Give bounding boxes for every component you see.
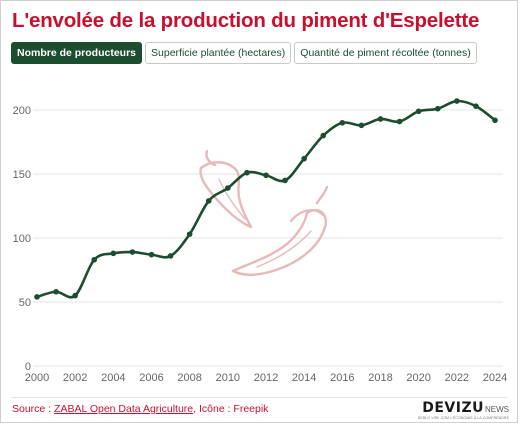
source-note: Source : ZABAL Open Data Agriculture, Ic… (12, 403, 268, 415)
data-point (205, 198, 212, 204)
chart-title: L'envolée de la production du piment d'E… (12, 9, 480, 32)
x-tick-label: 2016 (330, 372, 354, 384)
devizu-logo: DEVIZUNEWS DEBLO VIRII COM L'ÉCONOMIE À … (418, 399, 509, 420)
source-link[interactable]: ZABAL Open Data Agriculture (54, 403, 194, 415)
logo-tagline: DEBLO VIRII COM L'ÉCONOMIE À LA COMPREND… (417, 416, 509, 420)
y-tick-label: 200 (13, 105, 31, 117)
tab-superficie-plantee[interactable]: Superficie plantée (hectares) (145, 42, 292, 64)
x-tick-label: 2002 (63, 372, 87, 384)
source-suffix: , Icône : Freepik (193, 403, 269, 415)
x-tick-label: 2000 (25, 372, 49, 384)
data-point (263, 172, 269, 179)
data-point (244, 169, 250, 176)
footer-divider (11, 397, 507, 398)
data-point (282, 177, 288, 184)
data-point (473, 103, 479, 109)
data-point (396, 118, 403, 125)
x-tick-label: 2012 (254, 372, 278, 384)
x-tick-label: 2022 (445, 372, 469, 384)
series-line (36, 99, 496, 299)
data-point (110, 250, 117, 257)
data-point (415, 108, 422, 115)
data-point (167, 253, 174, 259)
y-tick-label: 50 (19, 297, 31, 309)
axis-layer: 0 50 100 150 200 2000 2002 2004 2006 2008 2010 2012… (13, 105, 508, 384)
chili-pepper-icon (199, 149, 329, 276)
y-tick-label: 0 (25, 361, 31, 373)
y-tick-label: 150 (13, 169, 31, 181)
data-point (53, 288, 59, 295)
data-point (301, 155, 307, 162)
source-prefix: Source : (12, 403, 55, 415)
grid-layer (33, 109, 503, 367)
x-tick-label: 2004 (101, 372, 125, 384)
data-point (129, 249, 136, 255)
data-point (434, 105, 441, 112)
tab-nombre-de-producteurs[interactable]: Nombre de producteurs (11, 42, 143, 64)
x-tick-label: 2006 (139, 372, 163, 384)
line-chart: 0 50 100 150 200 2000 2002 2004 2006 2008 2010 2012… (13, 98, 508, 384)
data-point (186, 231, 193, 237)
data-point (225, 185, 231, 191)
data-point (377, 116, 384, 122)
y-tick-label: 100 (13, 233, 31, 245)
x-tick-label: 2020 (406, 372, 430, 384)
data-layer (34, 98, 498, 300)
x-tick-label: 2018 (368, 372, 392, 384)
x-tick-label: 2010 (216, 372, 240, 384)
data-point (72, 292, 78, 299)
data-point (492, 117, 498, 124)
data-point (454, 98, 460, 104)
x-tick-label: 2008 (177, 372, 201, 384)
x-tick-label: 2014 (292, 372, 316, 384)
tab-quantite-recoltee[interactable]: Quantité de piment récoltée (tonnes) (294, 42, 477, 64)
data-point (320, 132, 327, 139)
metric-tabs: Nombre de producteurs Superficie plantée… (11, 42, 477, 64)
data-point (34, 294, 40, 300)
data-point (148, 251, 155, 258)
x-tick-label: 2024 (483, 372, 507, 384)
logo-main: DEVIZU (422, 400, 484, 416)
data-point (358, 122, 365, 129)
logo-sub: NEWS (485, 405, 509, 414)
data-point (339, 120, 346, 126)
data-point (91, 256, 98, 263)
